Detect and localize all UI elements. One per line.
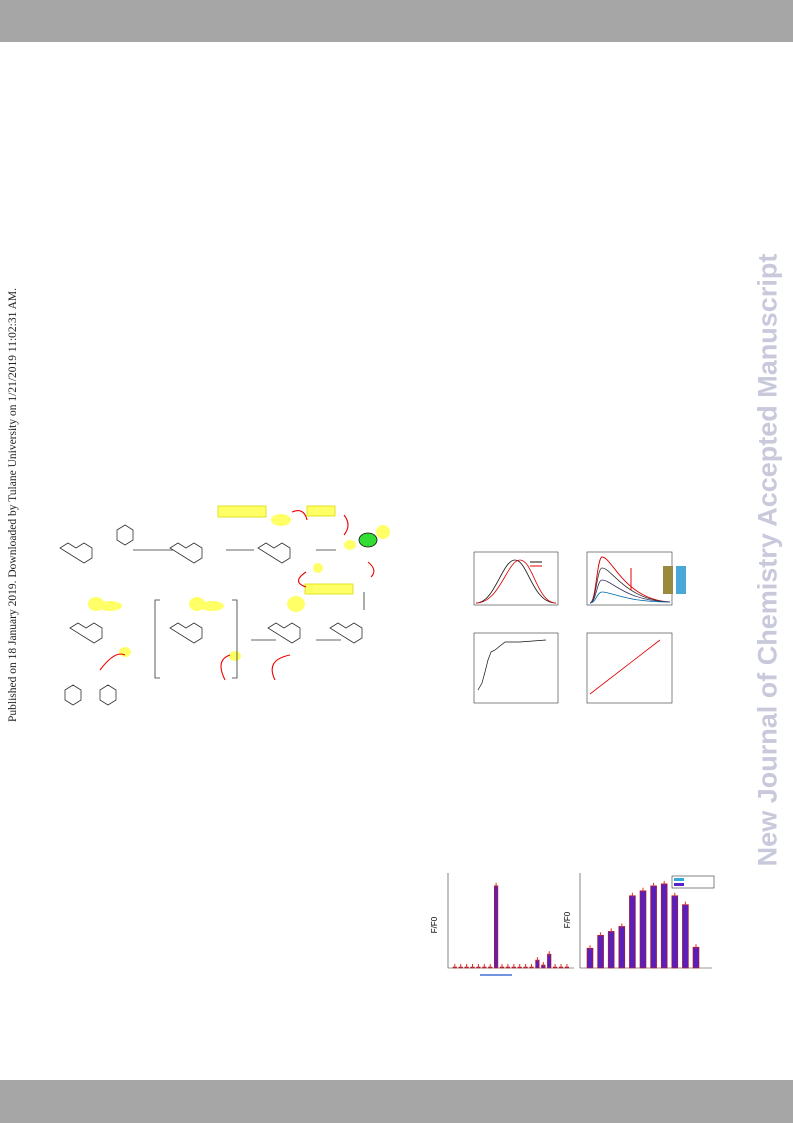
bar bbox=[692, 946, 700, 969]
bar bbox=[639, 890, 647, 969]
header-bar bbox=[0, 0, 793, 42]
bar bbox=[660, 883, 668, 969]
bar bbox=[671, 895, 679, 969]
titration-plot bbox=[473, 632, 559, 704]
emission-plot bbox=[586, 551, 686, 606]
footer-bar bbox=[0, 1080, 793, 1123]
bar bbox=[597, 935, 604, 969]
bar bbox=[682, 904, 689, 969]
bar bbox=[547, 953, 552, 969]
absorption-plot bbox=[473, 551, 559, 606]
bar bbox=[650, 885, 657, 969]
bar bbox=[607, 931, 615, 969]
y-axis-label: F/F0 bbox=[563, 911, 572, 928]
bar bbox=[493, 885, 499, 969]
scheme bbox=[59, 505, 390, 706]
bar bbox=[618, 926, 626, 969]
linear-fit-plot bbox=[586, 632, 673, 704]
bar bbox=[629, 895, 636, 969]
bar bbox=[535, 959, 540, 969]
bar bbox=[586, 947, 594, 969]
y-axis-label: F/F0 bbox=[430, 916, 439, 933]
